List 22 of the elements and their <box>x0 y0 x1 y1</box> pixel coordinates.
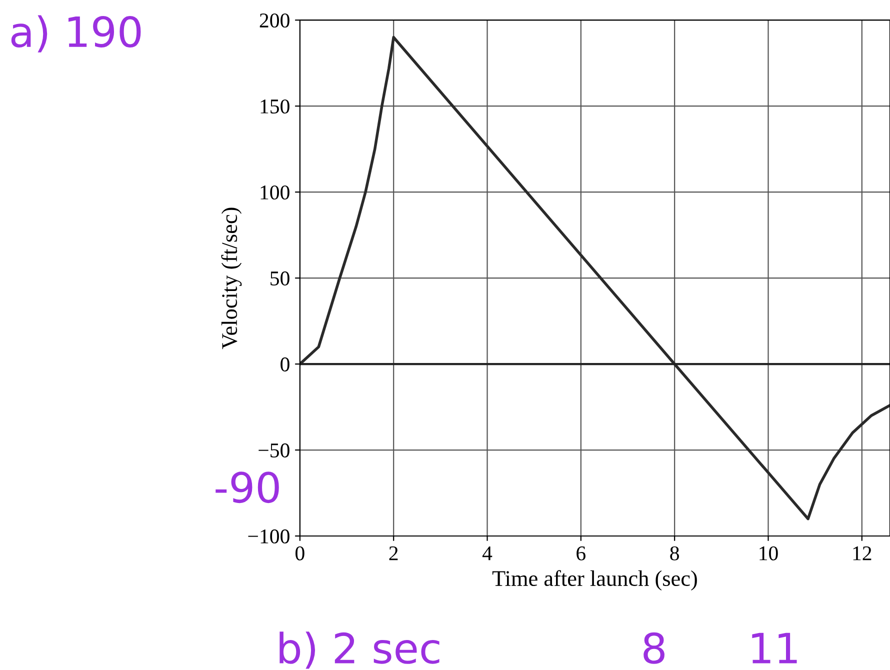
x-tick-label: 8 <box>670 546 679 560</box>
line-series <box>300 36 890 520</box>
x-tick-label: 4 <box>482 546 492 560</box>
y-tick-label: −50 <box>258 443 290 458</box>
text: b) 2 sec <box>280 632 440 669</box>
x-axis-title: Time after launch (sec) <box>492 570 697 591</box>
y-tick-label: −100 <box>248 529 290 544</box>
y-tick-label: 150 <box>260 99 290 114</box>
text: -90 <box>216 472 279 504</box>
y-tick-label: 0 <box>280 357 290 372</box>
text: a) 190 <box>11 15 141 52</box>
x-tick-label: 12 <box>853 546 872 560</box>
y-axis-title: Velocity (ft/sec) <box>221 208 242 350</box>
y-tick-label: 50 <box>270 271 290 286</box>
x-tick-label: 2 <box>389 546 398 560</box>
y-tick-label: 100 <box>260 185 290 200</box>
x-tick-label: 6 <box>576 546 586 560</box>
text: 11 <box>752 632 797 664</box>
x-tick-label: 0 <box>296 546 304 560</box>
y-tick-label: 200 <box>260 13 290 28</box>
x-tick-label: 10 <box>760 546 778 560</box>
text: 8 <box>644 632 664 664</box>
